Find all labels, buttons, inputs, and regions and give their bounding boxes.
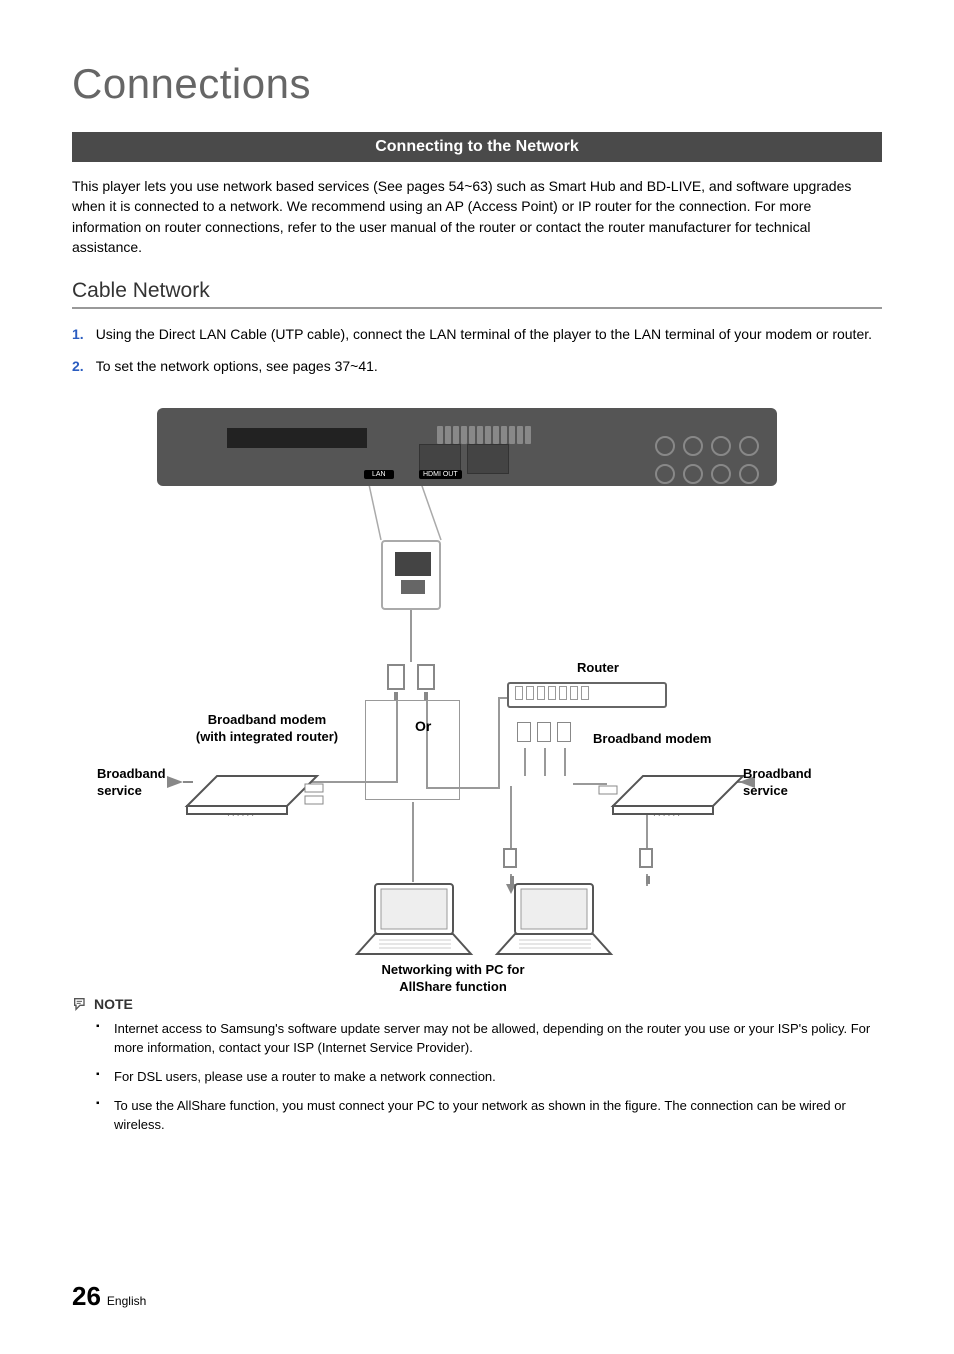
step-number: 1. (72, 325, 84, 345)
rj45-connector-icon (639, 848, 653, 868)
note-list: Internet access to Samsung's software up… (72, 1020, 882, 1134)
steps-list: 1. Using the Direct LAN Cable (UTP cable… (72, 325, 882, 376)
note-item: Internet access to Samsung's software up… (114, 1020, 882, 1058)
chapter-title: Connections (72, 60, 882, 108)
intro-text: This player lets you use network based s… (72, 176, 882, 257)
page-number: 26 (72, 1281, 101, 1312)
rj45-connector-icon (387, 664, 405, 690)
svg-text:· · · · · ·: · · · · · · (227, 811, 254, 820)
step-number: 2. (72, 357, 84, 377)
label-text: (with integrated router) (196, 729, 338, 744)
network-diagram: · · · · · · · · · · · · (97, 396, 857, 976)
router-ports (517, 722, 571, 742)
modem-integrated-label: Broadband modem (with integrated router) (187, 712, 347, 745)
rca-bottom-row (655, 464, 759, 484)
svg-text:· · · · · ·: · · · · · · (653, 811, 680, 820)
networking-caption: Networking with PC for AllShare function (367, 962, 539, 996)
caption-line: Networking with PC for (382, 962, 525, 977)
player-back-panel (157, 408, 777, 486)
label-text: service (97, 783, 142, 798)
note-item: For DSL users, please use a router to ma… (114, 1068, 882, 1087)
hdmi-label: HDMI OUT (419, 470, 462, 479)
hdmi-port-icon (467, 444, 509, 474)
step-text: Using the Direct LAN Cable (UTP cable), … (96, 325, 872, 345)
rca-top-row (655, 436, 759, 456)
router-label: Router (577, 660, 619, 675)
modem-right-label: Broadband modem (593, 731, 711, 746)
page-footer: 26 English (72, 1281, 146, 1312)
router-leds (515, 686, 589, 700)
label-text: Broadband (97, 766, 166, 781)
label-text: service (743, 783, 788, 798)
step-2: 2. To set the network options, see pages… (72, 357, 882, 377)
usb-decoration (227, 428, 367, 448)
step-1: 1. Using the Direct LAN Cable (UTP cable… (72, 325, 882, 345)
lan-label: LAN (364, 470, 394, 479)
broadband-left-label: Broadband service (97, 766, 175, 799)
note-heading: NOTE (72, 996, 882, 1012)
note-icon (72, 996, 88, 1012)
rj45-connector-icon (503, 848, 517, 868)
broadband-right-label: Broadband service (743, 766, 833, 799)
label-text: Broadband (743, 766, 812, 781)
or-label: Or (415, 718, 431, 734)
rj45-connector-icon (417, 664, 435, 690)
section-title: Connecting to the Network (72, 132, 882, 162)
or-box (365, 700, 460, 800)
page-language: English (107, 1294, 146, 1308)
vent-slots (437, 426, 531, 444)
step-text: To set the network options, see pages 37… (96, 357, 378, 377)
note-item: To use the AllShare function, you must c… (114, 1097, 882, 1135)
note-heading-text: NOTE (94, 996, 133, 1012)
caption-line: AllShare function (399, 979, 507, 994)
subsection-title: Cable Network (72, 279, 882, 309)
label-text: Broadband modem (208, 712, 326, 727)
note-section: NOTE Internet access to Samsung's softwa… (72, 996, 882, 1134)
lan-port-zoom (381, 540, 441, 610)
